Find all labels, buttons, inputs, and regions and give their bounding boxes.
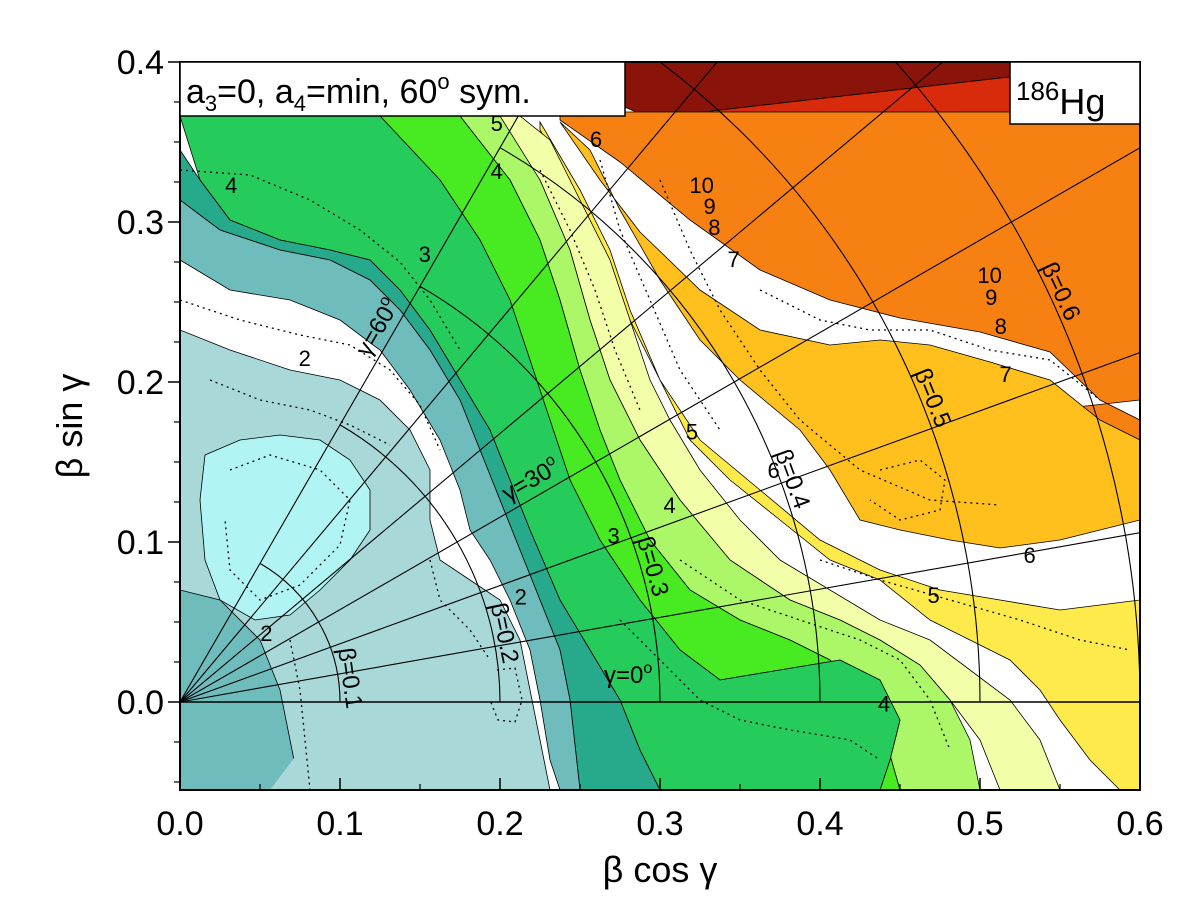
gamma-label: γ=0o: [604, 660, 652, 689]
contour-level-label: 7: [999, 362, 1011, 387]
contour-level-label: 5: [686, 420, 698, 445]
beta-circle-0.6: [894, 62, 1140, 703]
beta-circle-0.1: [259, 562, 341, 703]
energy-band-9: [559, 121, 1140, 549]
energy-bands: [180, 62, 1140, 790]
nucleus-box-frame: [1009, 61, 1141, 125]
y-tick-label: 0.1: [117, 524, 164, 562]
info-box-text: a3=0, a4=min, 60o sym.: [186, 69, 531, 116]
energy-band-lower-basin: [270, 710, 540, 790]
energy-band-8: [539, 120, 1140, 790]
dotted-contour-9: [679, 559, 951, 751]
x-tick-label: 0.2: [476, 805, 523, 843]
beta-circle-0.4: [499, 147, 821, 703]
dotted-contour-3: [224, 454, 351, 601]
x-axis-label: β cos γ: [603, 849, 718, 890]
contour-level-label: 6: [1023, 543, 1035, 568]
contour-level-label: 4: [878, 692, 890, 717]
contour-level-label: 8: [708, 215, 720, 240]
energy-band-2: [180, 199, 581, 790]
dotted-contour-6: [659, 179, 1001, 506]
y-tick-label: 0.4: [117, 44, 164, 82]
dotted-contours: [180, 159, 1131, 790]
x-tick-label: 0.4: [796, 805, 843, 843]
contour-level-label: 9: [985, 285, 997, 310]
contour-level-label: 2: [299, 346, 311, 371]
contour-level-label: 8: [995, 314, 1007, 339]
x-tick-label: 0.3: [636, 805, 683, 843]
contour-level-label: 4: [663, 493, 675, 518]
dotted-contour-4: [539, 169, 641, 411]
dotted-contour-14: [289, 639, 311, 790]
info-box: a3=0, a4=min, 60o sym.: [179, 61, 626, 117]
dotted-contour-11: [619, 619, 881, 761]
contour-level-label: 4: [225, 173, 237, 198]
beta-circle-0.3: [419, 285, 661, 703]
y-tick-label: 0.2: [117, 364, 164, 402]
contour-level-label: 3: [419, 242, 431, 267]
contour-level-label: 5: [927, 583, 939, 608]
beta-circle-0.5: [659, 62, 981, 703]
axis-ticks: 0.0 0.1 0.2 0.3 0.4 0.5 0.6 0.0 0.1 0.2 0.3 0.4: [117, 44, 1164, 843]
beta-circle-0.2: [339, 424, 501, 703]
dotted-contour-5: [599, 159, 721, 431]
x-tick-label: 0.6: [1116, 805, 1163, 843]
gamma-line-60: [180, 62, 551, 703]
energy-band-lower-left: [180, 589, 301, 790]
x-tick-label: 0.1: [316, 805, 363, 843]
x-tick-label: 0.0: [156, 805, 203, 843]
contour-level-label: 2: [260, 621, 272, 646]
contour-level-label: 9: [703, 194, 715, 219]
y-axis-label: β sin γ: [49, 374, 90, 479]
dotted-contour-0: [180, 169, 461, 351]
dotted-contour-7: [759, 289, 1101, 401]
y-tick-label: 0.0: [117, 684, 164, 722]
contour-level-label: 5: [491, 111, 503, 136]
nucleus-label: 186Hg: [1016, 76, 1105, 122]
dotted-contour-8: [869, 459, 946, 521]
contour-level-label: 2: [515, 584, 527, 609]
x-tick-label: 0.5: [956, 805, 1003, 843]
contour-level-label: 6: [767, 458, 779, 483]
contour-level-label: 10: [689, 173, 713, 198]
contour-level-label: 4: [491, 159, 503, 184]
contour-level-label: 10: [977, 263, 1001, 288]
contour-level-label: 6: [590, 127, 602, 152]
dotted-contour-2: [209, 379, 391, 446]
contour-level-label: 7: [727, 247, 739, 272]
plot-area: β=0.1β=0.2β=0.3β=0.4β=0.5β=0.6γ=0oγ=30oγ…: [180, 62, 1140, 790]
nucleus-box: 186Hg: [1009, 61, 1141, 125]
contour-level-label: 3: [607, 524, 619, 549]
info-box-frame: [179, 61, 626, 117]
y-tick-label: 0.3: [117, 204, 164, 242]
